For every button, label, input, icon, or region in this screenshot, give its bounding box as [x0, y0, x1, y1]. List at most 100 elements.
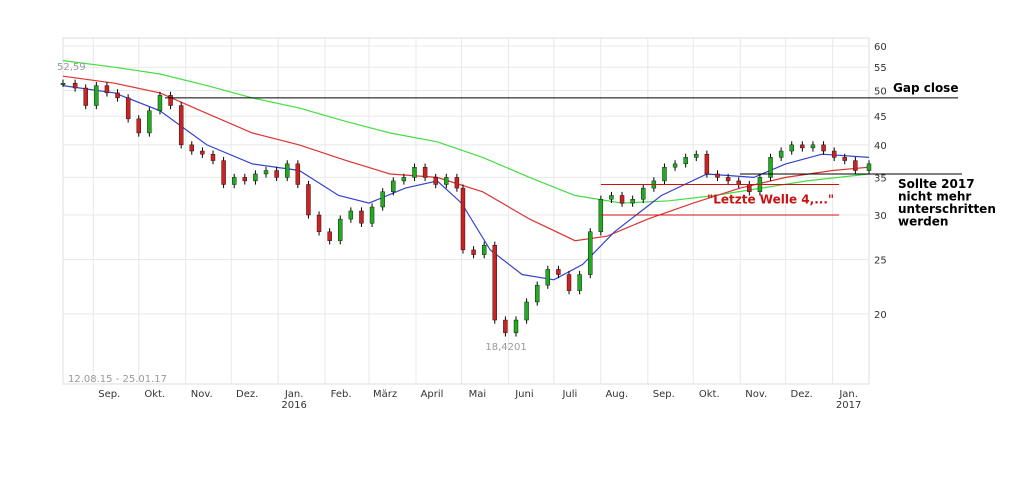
price-candle-71: [810, 144, 816, 149]
price-candle-63: [725, 177, 731, 182]
price-candle-6: [125, 97, 131, 120]
price-candle-62: [715, 173, 720, 178]
x-tick-14: Nov.: [745, 389, 767, 400]
price-candle-18: [253, 173, 258, 182]
price-candle-13: [200, 150, 205, 155]
price-candle-44: [524, 301, 529, 321]
price-candle-42: [503, 319, 508, 334]
price-candle-20: [274, 170, 279, 178]
price-candle-70: [800, 144, 805, 149]
x-tick-6: März: [373, 389, 397, 400]
price-candle-17: [242, 177, 248, 182]
x-tick-2: Nov.: [191, 389, 213, 400]
price-candle-40: [481, 245, 487, 255]
price-candle-39: [471, 249, 476, 255]
price-candle-7: [136, 118, 141, 134]
x-year-2017: 2017: [836, 400, 861, 411]
price-candle-68: [778, 150, 784, 158]
price-candle-4: [104, 85, 110, 94]
price-candle-37: [454, 177, 460, 189]
price-candle-27: [348, 210, 354, 220]
ma_short-line: [62, 85, 870, 281]
price-candle-35: [433, 177, 438, 185]
price-candle-3: [94, 85, 99, 106]
price-candle-5: [115, 92, 120, 99]
price-candle-16: [231, 177, 237, 185]
y-tick-25: 25: [874, 255, 887, 266]
x-tick-15: Dez.: [791, 389, 813, 400]
price-candle-76: [866, 163, 872, 171]
x-tick-5: Feb.: [331, 389, 352, 400]
support-label: Sollte 2017 nicht mehr unterschritten we…: [898, 177, 996, 229]
x-tick-3: Dez.: [236, 389, 258, 400]
y-tick-45: 45: [874, 112, 887, 123]
price-candle-47: [556, 269, 561, 275]
price-candle-26: [338, 218, 343, 241]
price-candle-59: [683, 157, 688, 165]
price-candle-12: [189, 144, 194, 152]
support-label-line-3: unterschritten: [898, 202, 996, 216]
price-candle-43: [513, 319, 519, 334]
price-candle-2: [83, 87, 88, 106]
price-candle-50: [588, 231, 593, 275]
price-candle-75: [853, 160, 858, 171]
price-candle-53: [619, 195, 625, 204]
annotations-layer: [165, 97, 962, 216]
x-tick-9: Juni: [514, 389, 533, 400]
high-label: 52,59: [57, 62, 86, 73]
price-candle-41: [492, 245, 497, 321]
price-candle-23: [306, 184, 311, 216]
price-candle-73: [831, 150, 837, 158]
price-candle-19: [263, 170, 269, 175]
y-gridlines: [63, 45, 869, 315]
support-label-line-2: nicht mehr: [898, 189, 971, 203]
price-candle-64: [736, 180, 741, 185]
ma_mid-line: [62, 75, 870, 242]
price-candle-46: [545, 269, 551, 286]
price-candle-21: [285, 163, 290, 178]
y-tick-60: 60: [874, 42, 887, 53]
x-tick-7: April: [421, 389, 444, 400]
price-candle-33: [412, 166, 417, 178]
price-candle-25: [327, 231, 332, 241]
price-candle-60: [694, 153, 699, 158]
price-candle-9: [157, 95, 163, 111]
price-candle-1: [72, 83, 78, 89]
price-candle-28: [359, 210, 364, 224]
series-layer: [60, 60, 872, 337]
price-candle-29: [369, 206, 375, 224]
support-label-line-4: werden: [898, 214, 948, 228]
x-tick-13: Okt.: [699, 389, 720, 400]
channel-label: "Letzte Welle 4,...": [707, 193, 834, 207]
y-tick-30: 30: [874, 211, 887, 222]
price-candle-11: [178, 105, 184, 146]
y-tick-40: 40: [874, 141, 887, 152]
price-candle-14: [210, 153, 216, 161]
price-candle-72: [821, 144, 826, 152]
price-candle-31: [391, 180, 396, 192]
price-candle-34: [422, 166, 428, 178]
x-tick-10: Juli: [561, 389, 577, 400]
price-candle-45: [535, 284, 540, 303]
low-label: 18,4201: [485, 342, 526, 353]
x-year-2016: 2016: [281, 400, 306, 411]
x-tick-1: Okt.: [144, 389, 165, 400]
price-candle-67: [768, 157, 773, 178]
x-tick-11: Aug.: [605, 389, 628, 400]
x-tick-8: Mai: [469, 389, 487, 400]
price-candle-74: [842, 157, 847, 161]
y-tick-50: 50: [874, 86, 887, 97]
price-candle-54: [630, 199, 635, 204]
price-candle-52: [609, 195, 614, 200]
price-candle-48: [566, 274, 572, 291]
y-tick-35: 35: [874, 173, 887, 184]
y-tick-labels: 20 25 30 35 40 45 50 55 60: [874, 42, 887, 321]
y-tick-20: 20: [874, 310, 887, 321]
gap-close-label: Gap close: [893, 81, 958, 95]
price-candle-69: [789, 144, 794, 152]
price-candle-10: [168, 95, 173, 106]
price-candle-8: [147, 110, 152, 134]
y-tick-55: 55: [874, 63, 887, 74]
